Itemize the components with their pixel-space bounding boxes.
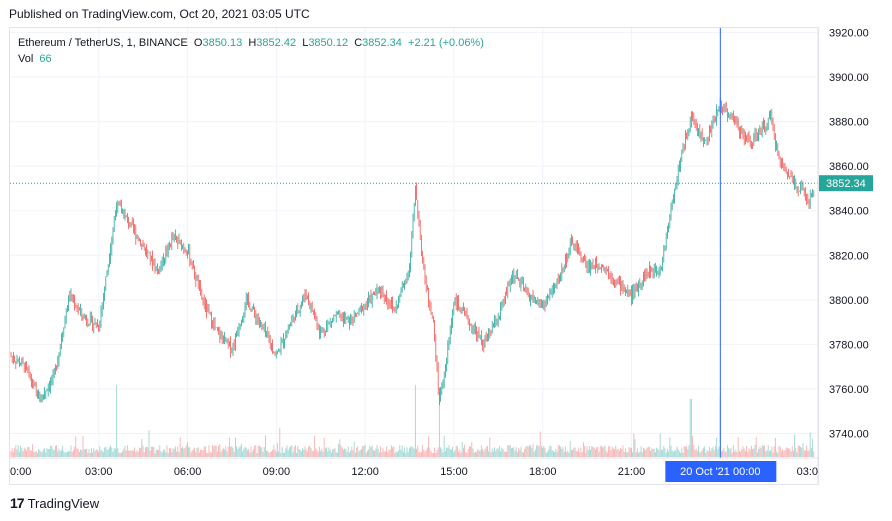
tradingview-logo[interactable]: 17 TradingView (10, 495, 99, 511)
legend-volume-label: Vol (18, 53, 34, 65)
chart-grid (10, 28, 818, 458)
tradingview-logo-icon: 17 (10, 495, 25, 511)
legend-close: 3852.34 (362, 37, 402, 49)
time-axis: 0:00 03:00 06:00 09:00 12:00 15:00 18:00 21:00 0… (10, 457, 818, 478)
chart-overlay: 3852.34 20 Oct '21 00:00 (10, 28, 873, 482)
legend-change: +2.21 (+0.06%) (408, 37, 484, 49)
legend-volume: 66 (39, 53, 52, 65)
x-tick-label: 18:00 (529, 466, 557, 478)
y-tick-label: 3820.00 (829, 250, 869, 262)
legend-close-label: C (354, 37, 363, 49)
y-tick-label: 3780.00 (829, 339, 869, 351)
crosshair-time-badge (665, 461, 777, 482)
last-price-label: 3852.34 (826, 178, 866, 190)
x-tick-label: 03:0 (797, 466, 818, 478)
y-tick-label: 3860.00 (829, 161, 869, 173)
y-tick-label: 3900.00 (829, 72, 869, 84)
legend-high-label: H (248, 37, 257, 49)
x-tick-label: 12:00 (351, 466, 379, 478)
legend-row-volume: Vol 66 (18, 51, 484, 67)
tradingview-brand: TradingView (27, 495, 100, 511)
legend-symbol: Ethereum / TetherUS, 1, BINANCE (18, 37, 188, 49)
x-tick-label: 03:00 (85, 466, 113, 478)
y-tick-label: 3840.00 (829, 206, 869, 218)
x-tick-label: 0:00 (10, 466, 31, 478)
x-tick-label: 06:00 (174, 466, 202, 478)
legend-open: 3850.13 (202, 37, 243, 49)
x-tick-label: 09:00 (263, 466, 291, 478)
y-tick-label: 3760.00 (829, 384, 869, 396)
legend-low-label: L (302, 37, 309, 49)
volume-bars (10, 385, 815, 457)
crosshair-time-label: 20 Oct '21 00:00 (680, 466, 760, 478)
legend-high: 3852.42 (256, 37, 297, 49)
y-tick-label: 3920.00 (829, 27, 869, 39)
legend-row-price: Ethereum / TetherUS, 1, BINANCE O3850.13… (18, 35, 484, 51)
y-tick-label: 3740.00 (829, 428, 869, 440)
price-axis: 3740.00 3760.00 3780.00 3800.00 3820.00 3840.… (817, 27, 869, 485)
published-caption: Published on TradingView.com, Oct 20, 20… (9, 7, 310, 21)
candle-series (10, 97, 815, 405)
legend-open-label: O (193, 37, 203, 49)
y-tick-label: 3800.00 (829, 295, 869, 307)
series-legend: Ethereum / TetherUS, 1, BINANCE O3850.13… (18, 35, 484, 67)
x-tick-label: 15:00 (440, 466, 468, 478)
legend-low: 3850.12 (308, 37, 349, 49)
y-tick-label: 3880.00 (829, 117, 869, 129)
last-price-badge (819, 175, 873, 192)
x-tick-label: 21:00 (618, 466, 646, 478)
